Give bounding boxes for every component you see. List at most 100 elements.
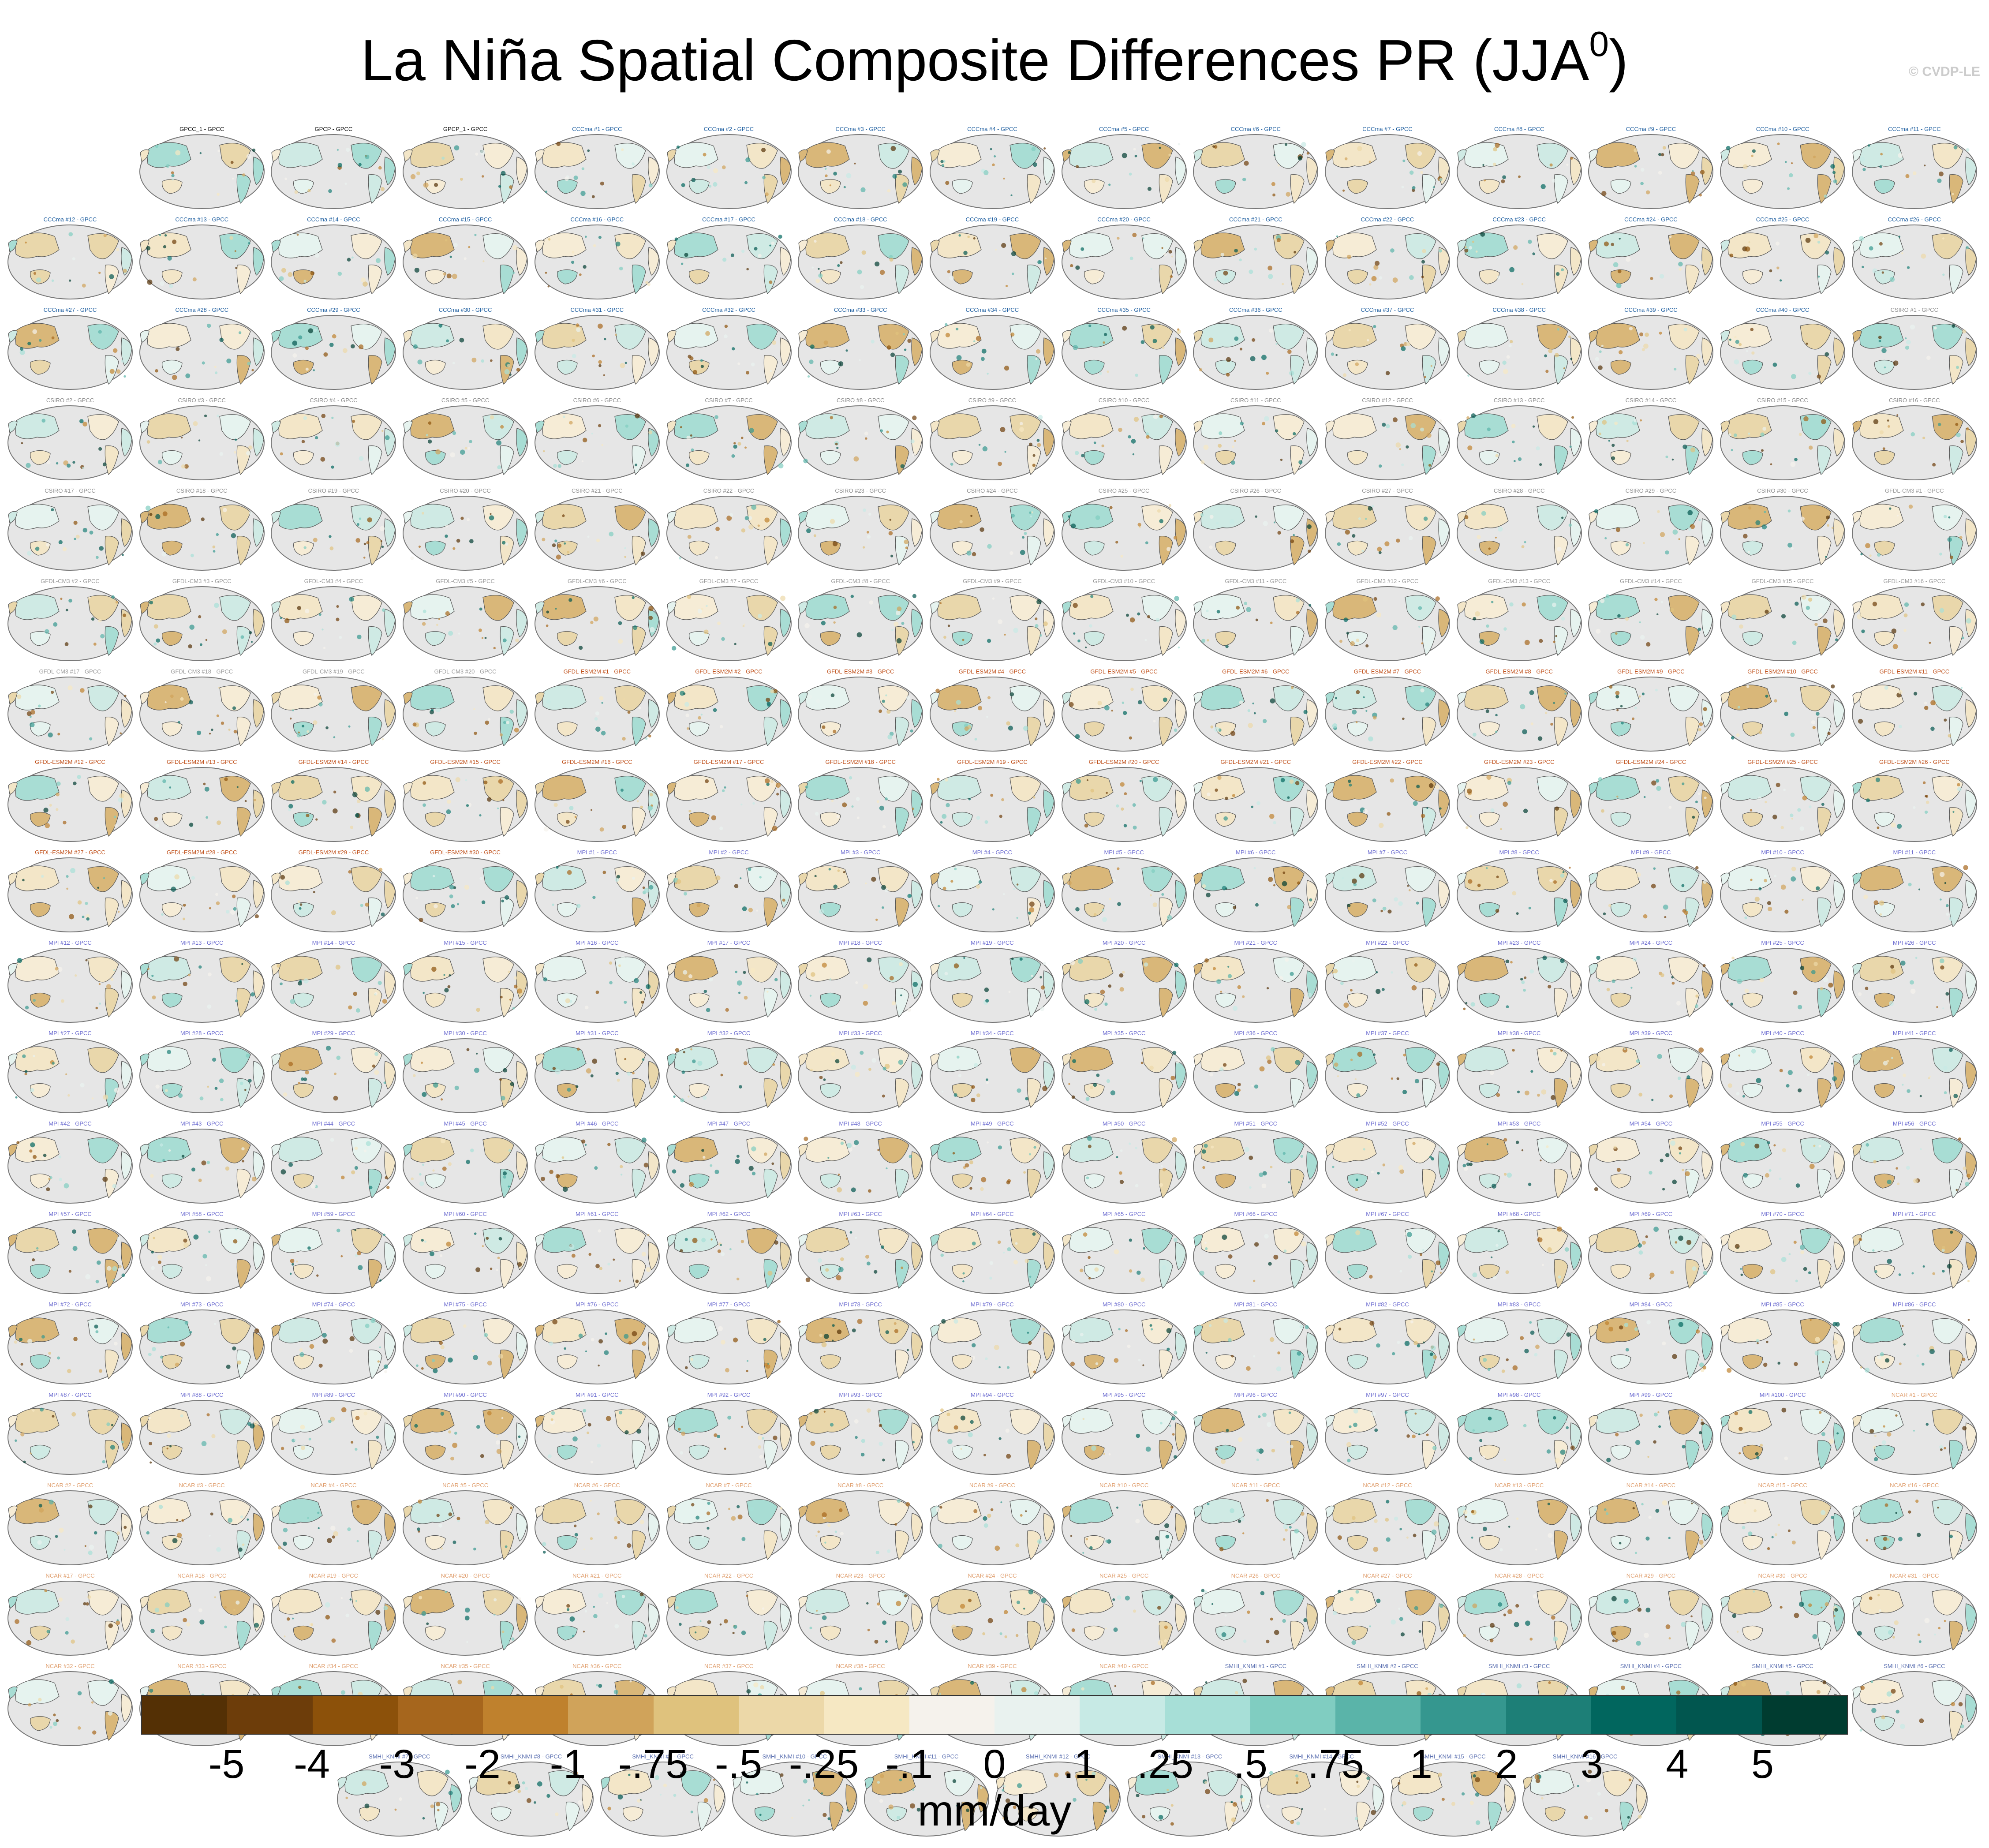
anomaly-spot xyxy=(713,168,718,173)
anomaly-spot xyxy=(857,1319,863,1324)
anomaly-spot xyxy=(89,596,91,599)
anomaly-spot xyxy=(1132,803,1136,807)
continent-shape xyxy=(1159,626,1173,656)
continent-shape xyxy=(410,594,455,620)
anomaly-spot xyxy=(703,989,707,993)
continent-shape xyxy=(542,956,587,982)
anomaly-spot xyxy=(1217,775,1222,780)
continent-shape xyxy=(1570,247,1581,276)
continent-shape xyxy=(1027,355,1041,385)
anomaly-spot xyxy=(681,1070,685,1074)
continent-shape xyxy=(911,1061,923,1089)
anomaly-spot xyxy=(748,1166,754,1171)
anomaly-spot xyxy=(1792,640,1797,645)
anomaly-spot xyxy=(1239,700,1244,705)
anomaly-spot xyxy=(449,974,451,976)
anomaly-spot xyxy=(767,641,772,646)
anomaly-spot xyxy=(1939,552,1942,556)
anomaly-spot xyxy=(1468,246,1472,250)
continent-shape xyxy=(614,504,646,531)
continent-shape xyxy=(15,504,60,530)
anomaly-spot xyxy=(413,1074,416,1077)
anomaly-spot xyxy=(288,1162,293,1167)
anomaly-spot xyxy=(191,876,195,880)
anomaly-spot xyxy=(1830,164,1836,169)
anomaly-spot xyxy=(1096,1074,1099,1077)
anomaly-spot xyxy=(490,359,493,362)
continent-shape xyxy=(648,157,659,185)
anomaly-spot xyxy=(346,147,350,152)
anomaly-spot xyxy=(1401,186,1404,189)
continent-shape xyxy=(1009,1318,1041,1344)
map-panel: GFDL-ESM2M #23 - GPCC xyxy=(1455,759,1583,844)
anomaly-spot xyxy=(58,540,63,545)
anomaly-spot xyxy=(748,524,754,530)
global-map xyxy=(929,948,1055,1023)
anomaly-spot xyxy=(1727,999,1729,1002)
continent-shape xyxy=(1159,355,1173,385)
anomaly-spot xyxy=(1033,1370,1036,1373)
anomaly-spot xyxy=(65,1073,67,1075)
map-panel: CSIRO #2 - GPCC xyxy=(6,397,134,483)
anomaly-spot xyxy=(68,232,73,236)
map-panel: GFDL-ESM2M #13 - GPCC xyxy=(138,759,266,844)
anomaly-spot xyxy=(1031,147,1036,152)
continent-shape xyxy=(1595,232,1641,258)
anomaly-spot xyxy=(1140,340,1144,344)
anomaly-spot xyxy=(1011,251,1016,256)
continent-shape xyxy=(1290,716,1305,746)
anomaly-spot xyxy=(1205,1351,1208,1354)
anomaly-spot xyxy=(1332,1166,1335,1168)
continent-shape xyxy=(666,1053,677,1066)
anomaly-spot xyxy=(313,538,318,542)
map-panel: MPI #20 - GPCC xyxy=(1060,939,1188,1025)
map-panel: CCCma #17 - GPCC xyxy=(665,216,793,302)
anomaly-spot xyxy=(1373,597,1377,601)
continent-shape xyxy=(895,174,909,204)
anomaly-spot xyxy=(171,178,174,181)
map-panel-title: CSIRO #7 - GPCC xyxy=(705,397,753,404)
continent-shape xyxy=(1215,1083,1236,1098)
continent-shape xyxy=(30,1083,51,1098)
global-map xyxy=(1456,496,1582,571)
anomaly-spot xyxy=(1604,537,1607,539)
continent-shape xyxy=(878,142,909,169)
anomaly-spot xyxy=(204,414,207,418)
anomaly-spot xyxy=(684,1366,688,1369)
continent-shape xyxy=(542,1137,587,1163)
anomaly-spot xyxy=(460,449,465,455)
continent-shape xyxy=(798,601,808,614)
anomaly-spot xyxy=(1824,352,1829,357)
anomaly-spot xyxy=(1410,1320,1413,1324)
anomaly-spot xyxy=(97,887,99,889)
global-map xyxy=(1588,224,1714,299)
anomaly-spot xyxy=(1223,816,1228,821)
anomaly-spot xyxy=(1004,366,1009,371)
anomaly-spot xyxy=(1088,324,1092,328)
anomaly-spot xyxy=(1942,1007,1944,1010)
anomaly-spot xyxy=(1701,1234,1706,1239)
anomaly-spot xyxy=(1377,1172,1380,1175)
anomaly-spot xyxy=(733,445,737,449)
map-panel-title: CCCma #16 - GPCC xyxy=(570,216,624,223)
continent-shape xyxy=(271,601,281,614)
anomaly-spot xyxy=(205,816,208,819)
map-panel-title: GFDL-ESM2M #25 - GPCC xyxy=(1747,759,1818,765)
anomaly-spot xyxy=(1866,1143,1869,1147)
anomaly-spot xyxy=(1682,1168,1685,1171)
anomaly-spot xyxy=(904,539,909,544)
anomaly-spot xyxy=(591,1338,594,1342)
anomaly-spot xyxy=(987,639,991,643)
anomaly-spot xyxy=(1780,826,1784,830)
anomaly-spot xyxy=(288,804,293,809)
anomaly-spot xyxy=(183,1242,189,1248)
anomaly-spot xyxy=(1469,1162,1473,1167)
continent-shape xyxy=(1874,902,1895,917)
anomaly-spot xyxy=(882,825,886,829)
anomaly-spot xyxy=(280,617,283,620)
continent-shape xyxy=(1817,535,1832,565)
anomaly-spot xyxy=(562,1186,568,1192)
anomaly-spot xyxy=(1068,1083,1070,1085)
map-panel: MPI #18 - GPCC xyxy=(796,939,924,1025)
global-map xyxy=(1193,496,1319,571)
